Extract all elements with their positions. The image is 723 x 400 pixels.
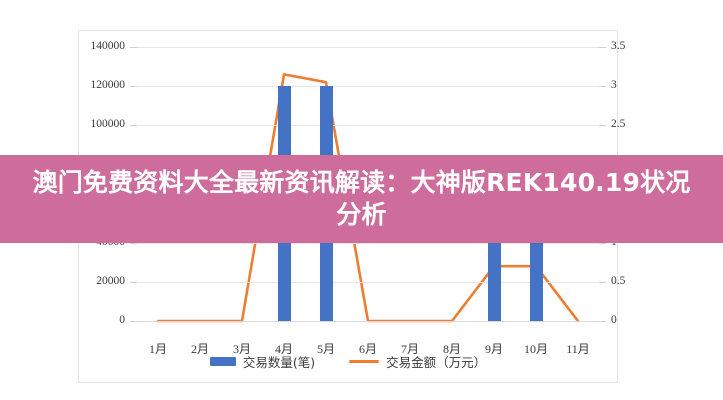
left-axis-tickmark [130,321,137,322]
gridline [137,281,599,283]
right-axis-tick-label: 3 [611,79,617,92]
right-axis-tickmark [599,321,606,322]
x-axis-tick-label: 8月 [442,342,461,356]
x-axis-tick-label: 7月 [400,342,419,356]
x-axis-tick-label: 3月 [232,342,251,356]
right-axis-tick-label: 2.5 [611,118,626,131]
left-axis-tick-label: 140000 [90,40,126,52]
right-axis-tickmark [599,86,606,88]
left-axis-tickmark [130,281,137,283]
gridline [137,47,599,48]
legend-item-bar-series[interactable]: 交易数量(笔) [209,352,316,371]
legend-swatch-line-icon [349,360,380,363]
left-axis-tick-label: 0 [119,314,125,326]
left-axis-tickmark [130,86,137,88]
x-axis-tick-label: 11月 [566,342,590,356]
x-axis-tick-label: 4月 [274,342,293,356]
right-axis-tickmark [599,47,606,48]
legend-swatch-bar-icon [209,357,236,366]
right-axis-tick-label: 0.5 [611,274,626,287]
left-axis-tick-label: 100000 [90,118,126,131]
x-axis-tick-label: 6月 [358,342,377,356]
x-axis-tick-label: 5月 [316,342,335,356]
overlay-headline: 澳门免费资料大全最新资讯解读：大神版REK140.19状况分析 [32,168,691,229]
left-axis-tickmark [130,242,137,244]
gridline [137,321,599,322]
gridline [137,125,599,127]
gridline [137,86,599,88]
right-axis-tick-label: 3.5 [611,40,626,52]
x-axis-tick-label: 1月 [148,342,167,356]
overlay-banner: 澳门免费资料大全最新资讯解读：大神版REK140.19状况分析 [0,155,723,243]
legend-label-bar-series: 交易数量(笔) [242,355,316,370]
gridline [137,242,599,244]
chart-legend: 交易数量(笔) 交易金额（万元） [78,352,618,371]
legend-item-line-series[interactable]: 交易金额（万元） [349,352,486,371]
left-axis-tickmark [130,125,137,127]
legend-label-line-series: 交易金额（万元） [386,355,487,370]
left-axis-tick-label: 120000 [90,79,126,92]
left-axis-tick-label: 20000 [96,274,125,287]
left-axis-tickmark [130,47,137,48]
x-axis-tick-label: 2月 [190,342,209,356]
x-axis-tick-label: 9月 [484,342,503,356]
right-axis-tick-label: 0 [611,314,617,326]
right-axis-tickmark [599,125,606,127]
right-axis-tickmark [599,242,606,244]
right-axis-tickmark [599,281,606,283]
x-axis-tick-label: 10月 [523,342,548,356]
